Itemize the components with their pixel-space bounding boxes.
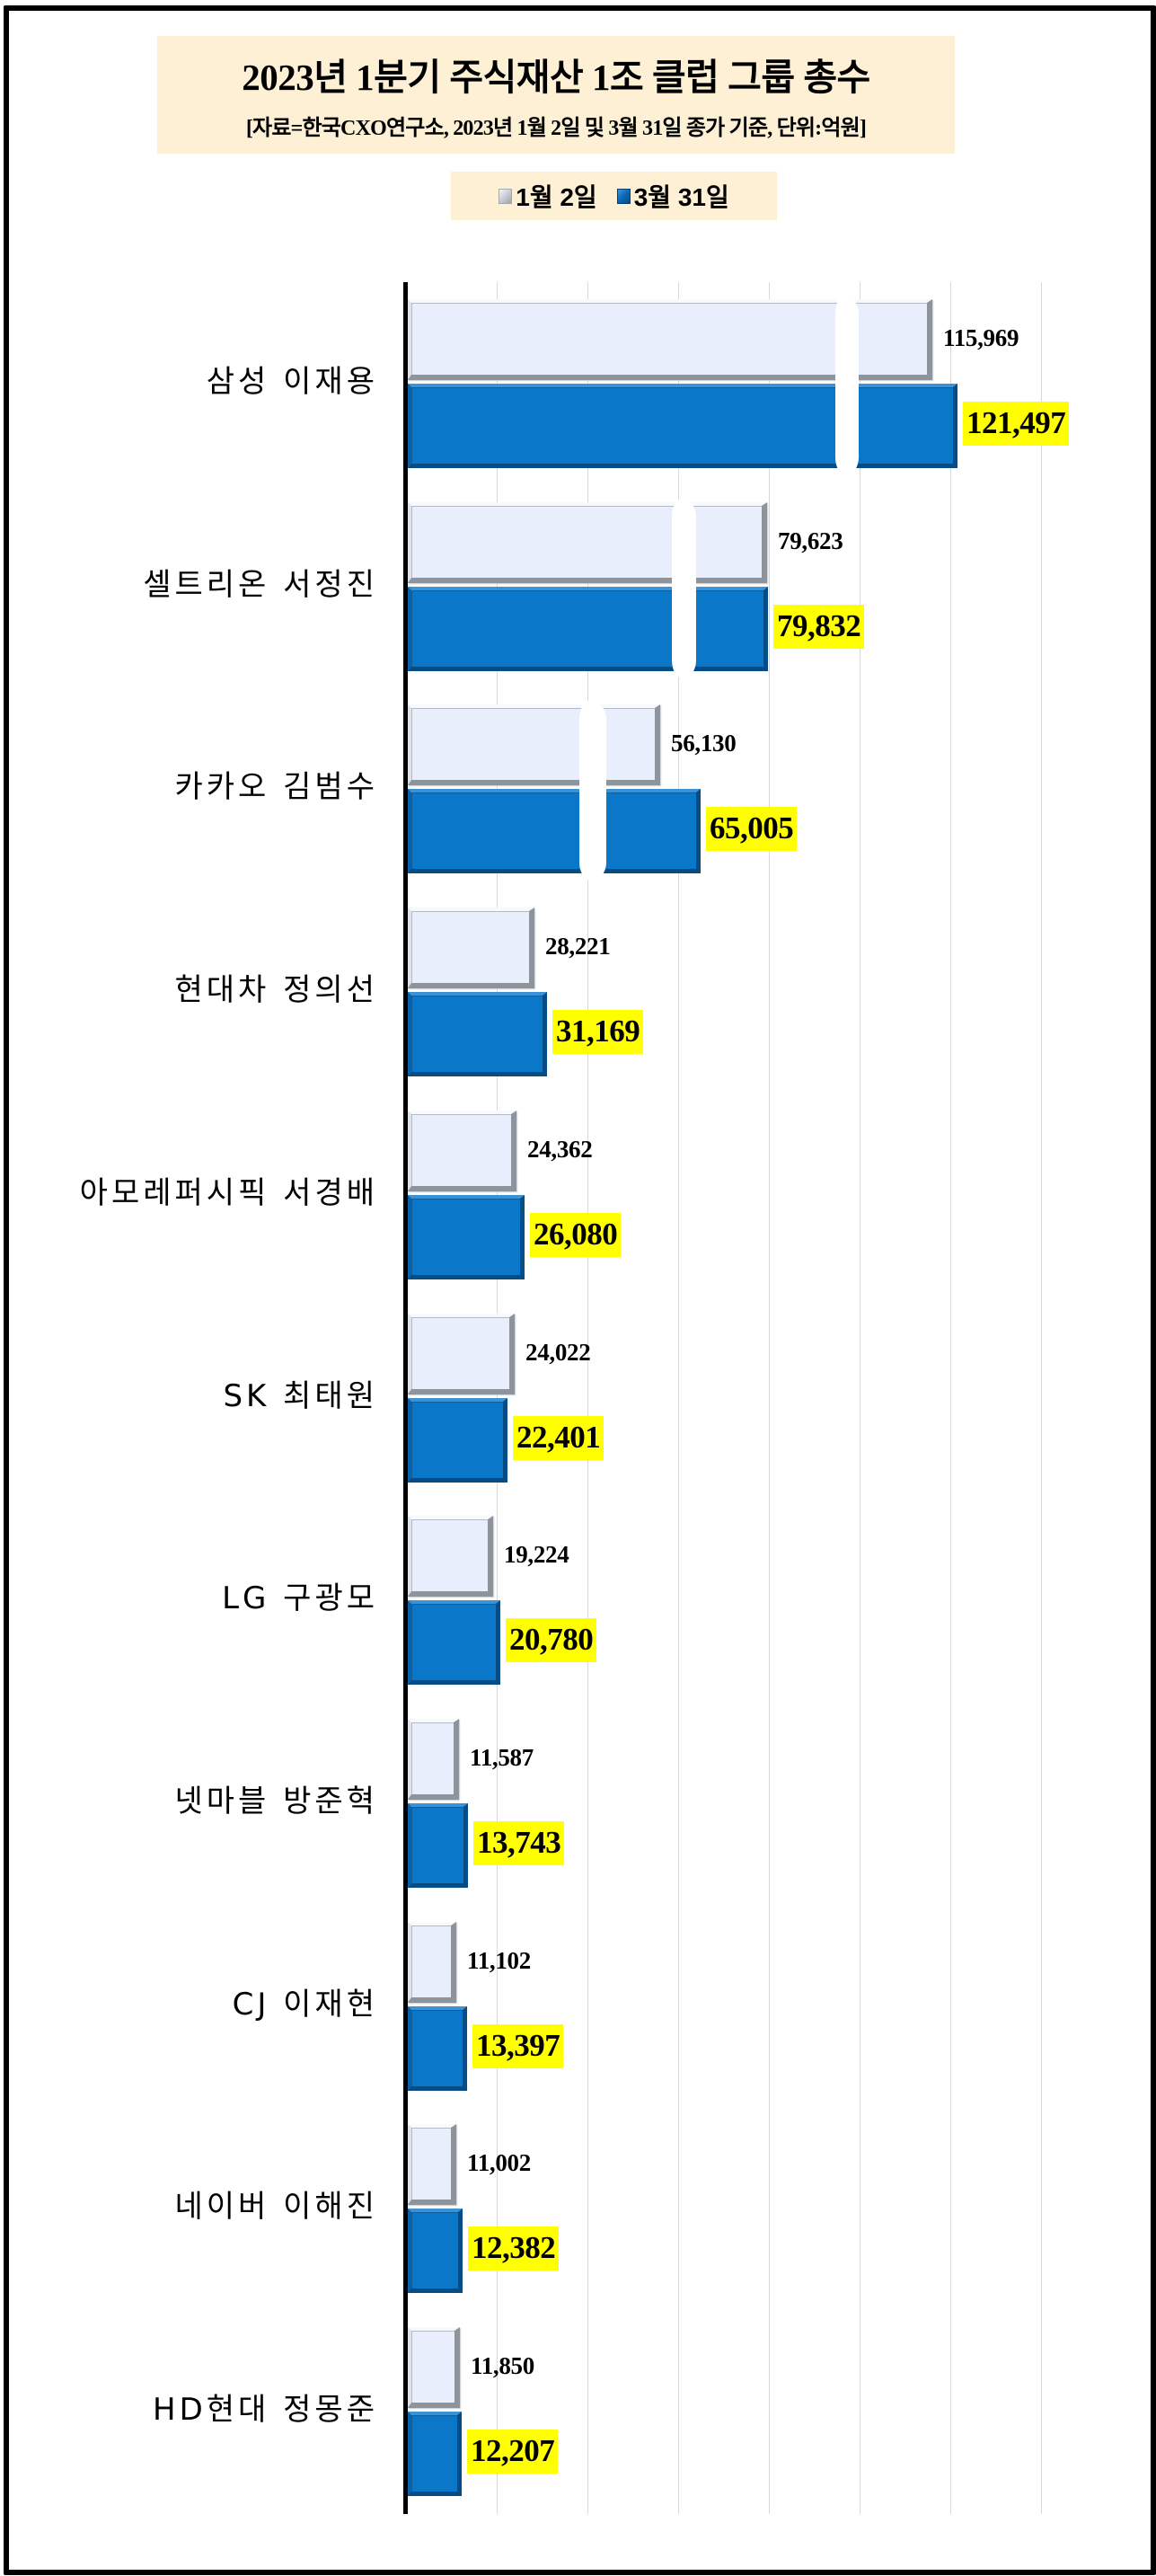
data-label-mar: 13,743 (473, 1820, 565, 1865)
bar-jan (408, 1718, 459, 1800)
data-label-mar: 22,401 (513, 1415, 604, 1460)
axis-break-marker (579, 701, 606, 881)
category-label: SK 최태원 (223, 1377, 378, 1414)
bar-mar (408, 1194, 525, 1279)
data-label-mar: 79,832 (773, 604, 865, 649)
data-label-jan: 28,221 (545, 933, 611, 960)
gridline (950, 282, 951, 2514)
chart-subtitle: [자료=한국CXO연구소, 2023년 1월 2일 및 3월 31일 종가 기준… (245, 117, 867, 140)
category-label: 네이버 이해진 (174, 2189, 378, 2226)
data-label-mar: 121,497 (963, 402, 1070, 446)
bar-mar (408, 1600, 500, 1686)
legend: 1월 2일 3월 31일 (451, 172, 777, 220)
bar-mar (408, 2005, 467, 2091)
category-label: 셀트리온 서정진 (143, 566, 378, 603)
gridline (1041, 282, 1042, 2514)
data-label-jan: 11,002 (467, 2149, 531, 2177)
legend-swatch-jan-icon (499, 188, 513, 204)
legend-label-jan: 1월 2일 (516, 183, 597, 211)
legend-label-mar: 3월 31일 (633, 183, 729, 211)
category-label: HD현대 정몽준 (153, 2392, 378, 2428)
data-label-mar: 65,005 (706, 807, 798, 852)
data-label-jan: 79,623 (778, 527, 843, 554)
gridline (587, 282, 588, 2514)
category-label: 넷마블 방준혁 (174, 1783, 378, 1819)
data-label-mar: 26,080 (530, 1212, 622, 1257)
bar-mar (408, 1397, 507, 1483)
title-box: 2023년 1분기 주식재산 1조 클럽 그룹 총수 [자료=한국CXO연구소,… (157, 36, 955, 154)
bar-jan (408, 1921, 456, 2003)
data-label-jan: 11,850 (471, 2352, 534, 2379)
data-label-jan: 11,102 (467, 1946, 531, 1974)
bar-mar (408, 2209, 463, 2294)
data-label-jan: 24,022 (525, 1338, 591, 1366)
bar-jan (408, 1110, 516, 1191)
category-label: 아모레퍼시픽 서경배 (79, 1174, 378, 1211)
y-axis-line (403, 282, 408, 2514)
legend-swatch-mar-icon (616, 188, 631, 204)
category-label: LG 구광모 (222, 1580, 378, 1617)
bar-jan (408, 704, 660, 786)
gridline (769, 282, 770, 2514)
chart-title: 2023년 1분기 주식재산 1조 클럽 그룹 총수 (242, 57, 870, 98)
category-label: 삼성 이재용 (206, 364, 378, 400)
data-label-jan: 11,587 (470, 1743, 534, 1771)
category-label: CJ 이재현 (232, 1986, 378, 2023)
data-label-mar: 12,382 (468, 2226, 560, 2271)
bar-mar (408, 789, 701, 874)
data-label-mar: 12,207 (467, 2430, 559, 2474)
data-label-mar: 20,780 (506, 1618, 597, 1663)
bar-mar (408, 1802, 468, 1888)
data-label-jan: 115,969 (943, 324, 1019, 351)
gridline (678, 282, 679, 2514)
bar-jan (408, 2327, 460, 2408)
data-label-mar: 13,397 (472, 2023, 564, 2068)
category-label: 현대차 정의선 (174, 972, 378, 1009)
bar-mar (408, 992, 547, 1077)
bar-jan (408, 1516, 493, 1598)
axis-break-marker (835, 296, 859, 475)
bar-jan (408, 907, 534, 989)
data-label-jan: 56,130 (671, 730, 737, 757)
bar-jan (408, 1313, 515, 1394)
category-label: 카카오 김범수 (174, 769, 378, 806)
data-label-jan: 24,362 (527, 1135, 593, 1163)
bar-mar (408, 2412, 462, 2496)
bar-mar (408, 586, 768, 671)
data-label-jan: 19,224 (504, 1541, 569, 1569)
axis-break-marker (672, 498, 696, 678)
data-label-mar: 31,169 (552, 1010, 644, 1055)
legend-item-mar: 3월 31일 (616, 178, 729, 214)
bar-jan (408, 2124, 456, 2206)
bar-mar (408, 384, 957, 468)
legend-item-jan: 1월 2일 (499, 178, 597, 214)
bar-jan (408, 501, 767, 583)
